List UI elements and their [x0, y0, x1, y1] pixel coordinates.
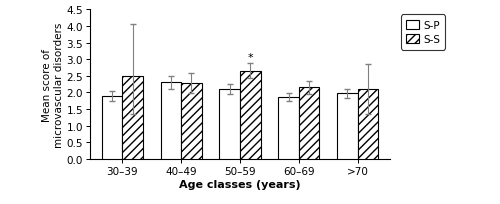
Bar	[160, 83, 181, 159]
Bar	[240, 71, 260, 159]
Bar	[122, 76, 143, 159]
Bar	[337, 94, 357, 159]
Bar	[181, 84, 202, 159]
X-axis label: Age classes (years): Age classes (years)	[179, 179, 301, 189]
Y-axis label: Mean score of
microvascular disorders: Mean score of microvascular disorders	[42, 22, 64, 147]
Legend: S-P, S-S: S-P, S-S	[401, 15, 446, 50]
Bar	[102, 96, 122, 159]
Bar	[358, 90, 378, 159]
Bar	[278, 98, 299, 159]
Bar	[220, 90, 240, 159]
Text: *: *	[248, 53, 253, 63]
Bar	[299, 88, 320, 159]
